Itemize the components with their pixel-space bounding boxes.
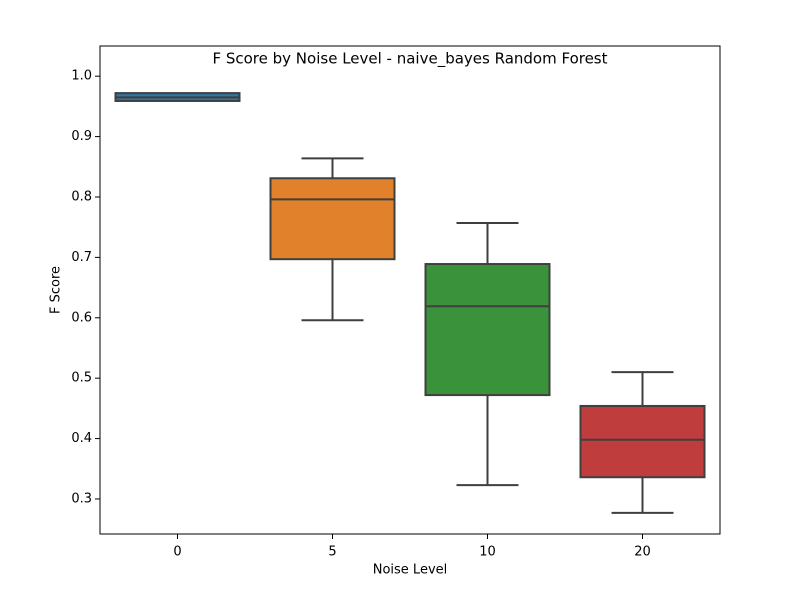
box	[579, 404, 706, 479]
y-tick-label: 0.3	[71, 491, 92, 506]
y-tick-label: 0.4	[71, 431, 92, 446]
box	[269, 177, 396, 261]
y-tick-label: 0.7	[71, 250, 92, 265]
plot-frame	[99, 45, 721, 535]
y-tick-label: 0.5	[71, 371, 92, 386]
y-tick-label: 0.8	[71, 189, 92, 204]
x-tick-label: 5	[328, 545, 336, 560]
y-tick-label: 1.0	[71, 69, 92, 84]
x-axis-label: Noise Level	[373, 563, 448, 578]
x-tick-label: 20	[634, 545, 651, 560]
box	[424, 263, 551, 397]
x-tick-label: 0	[173, 545, 181, 560]
chart-title: F Score by Noise Level - naive_bayes Ran…	[212, 50, 607, 69]
y-axis-label: F Score	[49, 266, 64, 314]
y-tick-label: 0.9	[71, 129, 92, 144]
x-tick-label: 10	[479, 545, 496, 560]
y-tick-label: 0.6	[71, 310, 92, 325]
